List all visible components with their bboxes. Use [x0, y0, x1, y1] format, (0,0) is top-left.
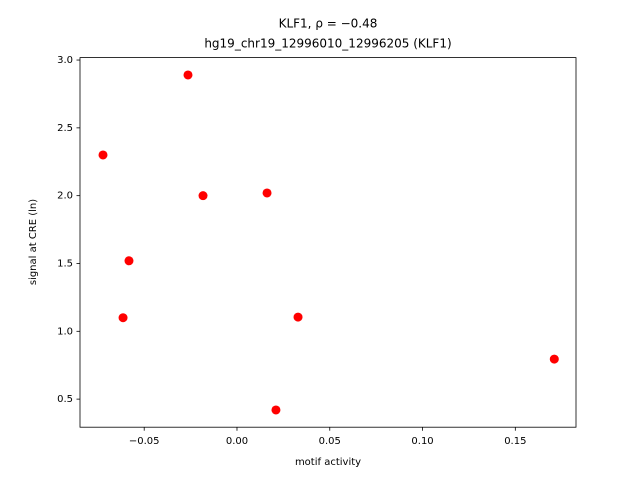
- y-tick-label: 1.0: [57, 326, 73, 337]
- y-tick-label: 2.5: [57, 123, 73, 134]
- chart-subtitle: hg19_chr19_12996010_12996205 (KLF1): [204, 37, 451, 51]
- chart-title: KLF1, ρ = −0.48: [279, 17, 378, 31]
- y-axis-label: signal at CRE (ln): [28, 199, 39, 285]
- point: [118, 313, 128, 323]
- y-tick-label: 0.5: [57, 394, 73, 405]
- point: [549, 354, 559, 364]
- point: [124, 256, 134, 266]
- point: [98, 150, 108, 160]
- point: [198, 191, 208, 201]
- x-tick-label: 0.05: [319, 436, 341, 447]
- y-tick-label: 2.0: [57, 191, 73, 202]
- x-axis-label: motif activity: [295, 457, 361, 468]
- x-tick-label: 0.15: [504, 436, 526, 447]
- y-tick-label: 1.5: [57, 258, 73, 269]
- x-tick-label: 0.00: [226, 436, 248, 447]
- x-tick-label: 0.10: [411, 436, 433, 447]
- x-tick-label: −0.05: [129, 436, 160, 447]
- point: [293, 312, 303, 322]
- point: [183, 70, 193, 80]
- point: [271, 405, 281, 415]
- point: [262, 188, 272, 198]
- y-tick-label: 3.0: [57, 55, 73, 66]
- plot-frame: [79, 57, 577, 428]
